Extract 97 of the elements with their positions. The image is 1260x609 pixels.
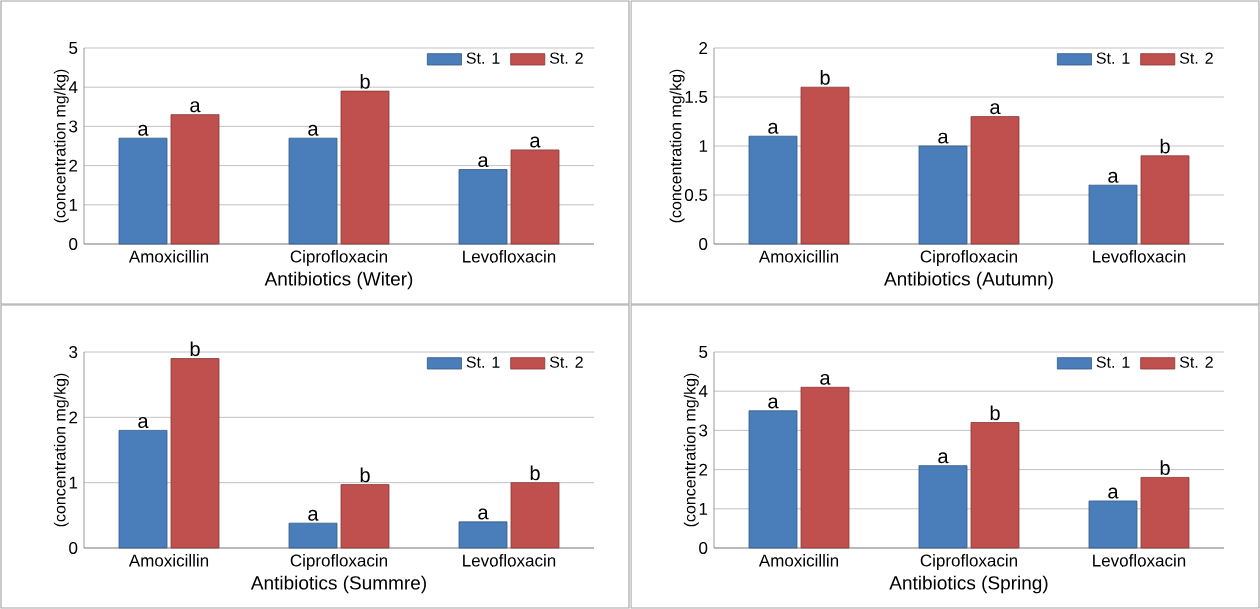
x-tick-label: Levofloxacin xyxy=(1093,554,1186,567)
x-tick-label: Ciprofloxacin xyxy=(290,554,387,570)
data-label: a xyxy=(138,417,149,428)
bar xyxy=(340,90,390,245)
bar xyxy=(118,137,168,245)
x-tick-label: Amoxicillin xyxy=(758,554,839,567)
legend-label: St. 1 xyxy=(466,52,500,64)
data-label: a xyxy=(478,508,489,520)
data-label: b xyxy=(530,465,540,481)
data-label: a xyxy=(938,452,949,464)
y-axis-title: (concentration mg/kg) xyxy=(53,69,69,223)
bar xyxy=(800,386,850,549)
y-tick-label: 1.5 xyxy=(685,91,708,103)
data-label: a xyxy=(138,124,149,136)
data-label: a xyxy=(990,103,1001,115)
bar xyxy=(970,116,1020,245)
x-tick-label: Amoxicillin xyxy=(128,250,209,263)
bar xyxy=(970,422,1020,549)
bar xyxy=(918,465,968,549)
y-tick-label: 5 xyxy=(69,42,78,54)
y-tick-label: 3 xyxy=(69,346,78,359)
x-tick-label: Levofloxacin xyxy=(463,554,556,567)
y-axis-title: (concentration mg/kg) xyxy=(669,69,685,223)
bar xyxy=(458,169,508,245)
data-label: a xyxy=(768,122,779,134)
bar xyxy=(288,522,338,549)
legend-label: St. 1 xyxy=(466,356,500,368)
data-label: a xyxy=(308,509,319,521)
bar xyxy=(1088,500,1138,549)
x-tick-label: Levofloxacin xyxy=(463,250,556,263)
data-label: a xyxy=(820,373,831,385)
data-label: a xyxy=(190,101,201,113)
y-tick-label: 5 xyxy=(699,346,708,358)
bar xyxy=(748,410,798,549)
y-tick-label: 0 xyxy=(699,541,708,554)
data-label: a xyxy=(478,156,489,168)
y-tick-label: 0 xyxy=(699,237,708,251)
bar xyxy=(800,86,850,245)
data-label: b xyxy=(190,341,200,357)
legend-label: St. 2 xyxy=(549,52,583,64)
y-tick-label: 0.5 xyxy=(684,188,708,202)
bar xyxy=(288,137,338,245)
x-tick-label: Ciprofloxacin xyxy=(920,554,1017,570)
data-label: a xyxy=(768,397,779,409)
legend-label: St. 1 xyxy=(1096,52,1130,64)
y-tick-label: 0 xyxy=(69,237,78,251)
y-tick-label: 0 xyxy=(69,541,78,554)
bar xyxy=(748,135,798,245)
legend-label: St. 2 xyxy=(1179,52,1213,64)
y-tick-label: 4 xyxy=(698,385,708,398)
x-axis-title: Antibiotics (Spring) xyxy=(889,575,1048,594)
y-tick-label: 1 xyxy=(699,502,708,515)
legend-label: St. 2 xyxy=(549,356,583,368)
bar xyxy=(1140,477,1190,549)
bar xyxy=(1088,184,1138,245)
data-label: a xyxy=(530,136,541,148)
x-axis-title: Antibiotics (Witer) xyxy=(264,271,413,290)
bar xyxy=(118,430,168,549)
y-tick-label: 2 xyxy=(69,411,78,424)
bar xyxy=(1140,155,1190,245)
y-axis-title: (concentration mg/kg) xyxy=(53,373,69,527)
data-label: a xyxy=(1108,487,1119,499)
bar xyxy=(510,149,560,245)
bar xyxy=(170,114,220,245)
data-label: b xyxy=(820,70,830,85)
x-tick-label: Levofloxacin xyxy=(1093,250,1186,263)
data-label: b xyxy=(360,467,370,483)
bar xyxy=(918,145,968,245)
y-tick-label: 2 xyxy=(69,159,78,172)
y-tick-label: 1 xyxy=(69,476,78,489)
x-tick-label: Ciprofloxacin xyxy=(920,250,1017,266)
bar xyxy=(510,482,560,549)
y-tick-label: 4 xyxy=(68,81,78,94)
x-tick-label: Amoxicillin xyxy=(128,554,209,567)
y-tick-label: 3 xyxy=(69,120,78,133)
y-tick-label: 1 xyxy=(699,140,708,152)
y-tick-label: 2 xyxy=(699,42,708,54)
x-tick-label: Ciprofloxacin xyxy=(290,250,387,266)
bar xyxy=(170,358,220,549)
data-label: a xyxy=(1108,171,1119,183)
legend-label: St. 2 xyxy=(1179,356,1213,368)
data-label: b xyxy=(1160,460,1170,476)
y-tick-label: 2 xyxy=(699,463,708,476)
bar xyxy=(340,484,390,549)
bar xyxy=(458,521,508,549)
y-tick-label: 1 xyxy=(69,198,78,211)
data-label: b xyxy=(990,405,1000,421)
x-axis-title: Antibiotics (Autumn) xyxy=(884,271,1053,290)
x-tick-label: Amoxicillin xyxy=(758,250,839,263)
data-label: a xyxy=(938,132,949,144)
x-axis-title: Antibiotics (Summre) xyxy=(250,575,426,594)
data-label: b xyxy=(360,74,370,89)
data-label: a xyxy=(308,124,319,136)
data-label: b xyxy=(1160,138,1170,154)
y-axis-title: (concentration mg/kg) xyxy=(683,373,699,527)
y-tick-label: 3 xyxy=(699,424,708,437)
legend-label: St. 1 xyxy=(1096,356,1130,368)
